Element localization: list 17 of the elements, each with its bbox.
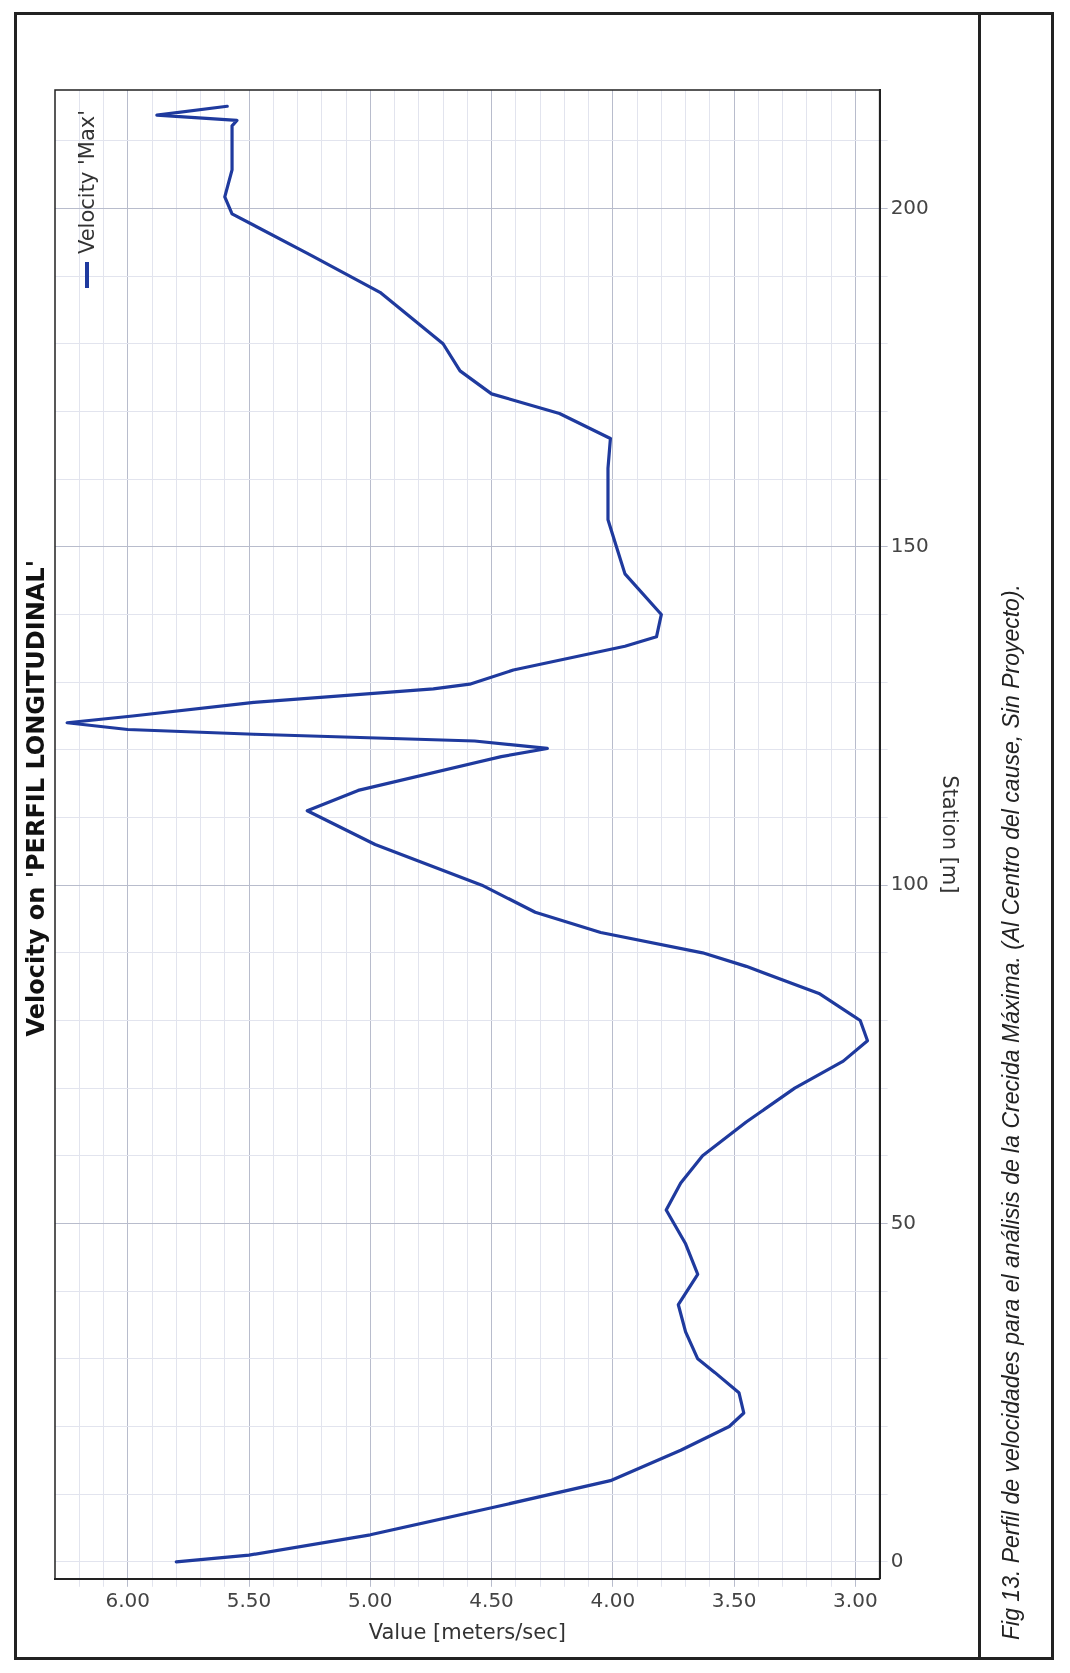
- x-tick-label: 5.50: [226, 1588, 272, 1612]
- y-tick-label: 50: [890, 1209, 917, 1234]
- x-tick-label: 4.00: [590, 1588, 636, 1612]
- y-tick-label: 100: [890, 871, 929, 896]
- caption: Fig 13. Perfil de velocidades para el análisis de la Crecida Máxima. (Al Centro del cause, Sin Proyecto).: [998, 583, 1025, 1640]
- y-tick-label: 0: [890, 1548, 904, 1573]
- x-tick-label: 3.00: [833, 1588, 878, 1612]
- x-tick-label: 6.00: [105, 1588, 151, 1612]
- text: Velocity 'Max': [75, 110, 99, 255]
- x-tick-label: 5.00: [348, 1588, 393, 1612]
- y-axis-title: Station [m]: [937, 775, 962, 894]
- x-tick-label: 4.50: [469, 1588, 514, 1612]
- x-tick-label: 3.50: [711, 1588, 757, 1612]
- x-axis-title: Value [meters/sec]: [368, 1619, 566, 1644]
- y-tick-label: 200: [890, 194, 929, 219]
- text: Velocity on 'PERFIL LONGITUDINAL': [22, 560, 50, 1037]
- y-tick-label: 150: [890, 532, 929, 557]
